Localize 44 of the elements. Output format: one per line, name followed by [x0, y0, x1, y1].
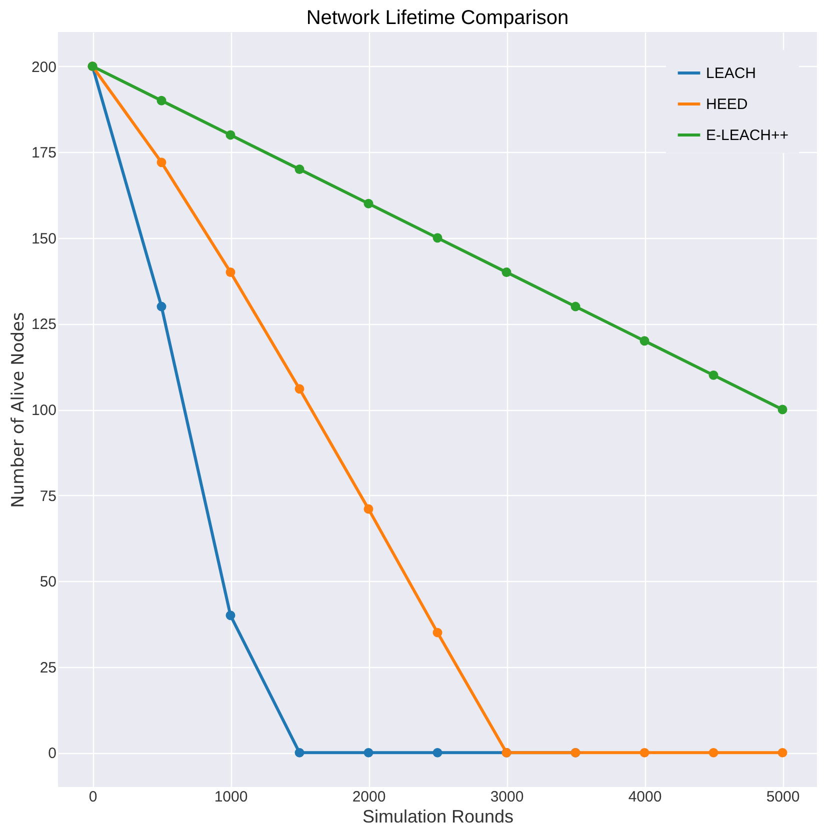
point — [294, 748, 304, 758]
x-tick-label: 2000 — [352, 788, 386, 806]
point — [708, 748, 718, 758]
x-tick-label: 5000 — [766, 788, 800, 806]
y-tick-label: 175 — [31, 144, 56, 162]
point — [294, 164, 304, 174]
y-tick-label: 25 — [40, 659, 56, 676]
x-tick-label: 4000 — [628, 788, 662, 806]
point — [778, 748, 788, 758]
point — [432, 748, 442, 758]
y-tick-label: 50 — [40, 574, 56, 591]
point — [156, 158, 166, 168]
point — [294, 384, 304, 394]
y-tick-label: 125 — [31, 316, 56, 334]
point — [156, 302, 166, 312]
point — [432, 628, 442, 638]
y-tick-label: 200 — [31, 58, 56, 76]
legend-label: E-LEACH++ — [706, 127, 789, 144]
point — [778, 404, 788, 414]
y-tick-label: 0 — [48, 745, 56, 762]
point — [156, 96, 166, 106]
point — [640, 336, 650, 346]
x-tick-label: 3000 — [490, 788, 524, 806]
y-axis-title: Number of Alive Nodes — [8, 312, 28, 508]
y-tick-label: 100 — [31, 402, 56, 419]
x-axis-title: Simulation Rounds — [362, 806, 514, 826]
point — [364, 198, 374, 208]
legend-label: LEACH — [706, 65, 756, 82]
legend-label: HEED — [706, 96, 748, 113]
chart-title: Network Lifetime Comparison — [306, 7, 569, 29]
point — [364, 504, 374, 514]
point — [432, 233, 442, 243]
x-tick-label: 1000 — [214, 788, 248, 806]
x-tick-label: 0 — [88, 788, 98, 806]
point — [364, 748, 374, 758]
point — [226, 610, 236, 620]
point — [640, 748, 650, 758]
point — [226, 267, 236, 277]
point — [708, 370, 718, 380]
y-tick-label: 150 — [31, 230, 56, 248]
point — [570, 302, 580, 312]
point — [226, 130, 236, 140]
y-tick-label: 75 — [40, 488, 56, 505]
point — [502, 267, 512, 277]
